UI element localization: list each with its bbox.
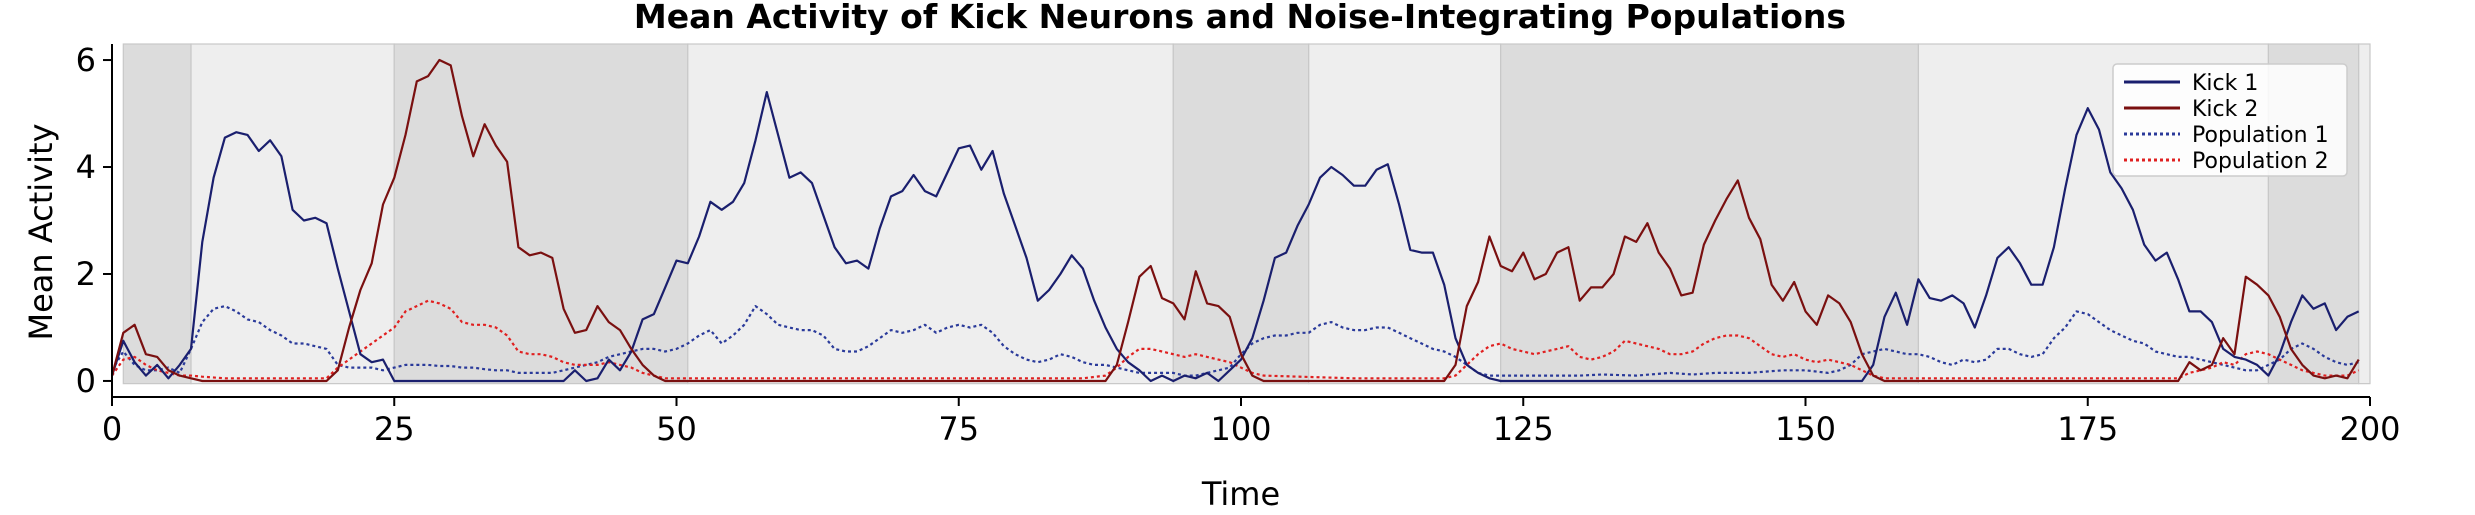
- series-line-population-1: [111, 305, 2359, 377]
- y-tick-label-6: 6: [76, 41, 96, 79]
- series-line-kick-1: [110, 91, 2360, 383]
- shaded-region-7: [1500, 43, 1920, 385]
- legend-label-1: Kick 1: [2192, 71, 2258, 96]
- shaded-regions: [122, 43, 2371, 385]
- shaded-region-3: [393, 43, 689, 385]
- series-line-kick-2: [110, 58, 2360, 383]
- x-tick-label-50: 50: [656, 410, 697, 448]
- series-line-population-2: [111, 299, 2360, 380]
- shaded-region-5: [1172, 43, 1310, 385]
- legend-label-4: Population 2: [2192, 149, 2329, 174]
- x-axis-label: Time: [1201, 475, 1280, 513]
- legend-label-3: Population 1: [2192, 123, 2329, 148]
- legend-label-2: Kick 2: [2192, 97, 2258, 122]
- x-tick-label-25: 25: [374, 410, 415, 448]
- shaded-region-2: [190, 43, 395, 385]
- x-tick-label-125: 125: [1493, 410, 1554, 448]
- y-tick-label-0: 0: [76, 362, 96, 400]
- legend-box: [2112, 63, 2348, 177]
- y-tick-label-4: 4: [76, 148, 96, 186]
- chart-title: Mean Activity of Kick Neurons and Noise-…: [634, 0, 1846, 36]
- y-tick-label-2: 2: [76, 255, 96, 293]
- x-tick-label-150: 150: [1775, 410, 1836, 448]
- series-lines: [110, 58, 2360, 383]
- x-tick-label-0: 0: [102, 410, 122, 448]
- shaded-region-4: [687, 43, 1174, 385]
- y-ticks: 0 2 4 6: [76, 41, 112, 400]
- shaded-region-1: [122, 43, 192, 385]
- shaded-region-6: [1308, 43, 1502, 385]
- x-tick-label-100: 100: [1210, 410, 1271, 448]
- y-axis-label: Mean Activity: [22, 123, 60, 340]
- x-tick-label-75: 75: [938, 410, 979, 448]
- x-tick-label-175: 175: [2057, 410, 2118, 448]
- x-ticks: 0 25 50 75 100 125 150 175 200: [102, 397, 2401, 448]
- x-tick-label-200: 200: [2339, 410, 2400, 448]
- shaded-region-10: [2358, 43, 2371, 385]
